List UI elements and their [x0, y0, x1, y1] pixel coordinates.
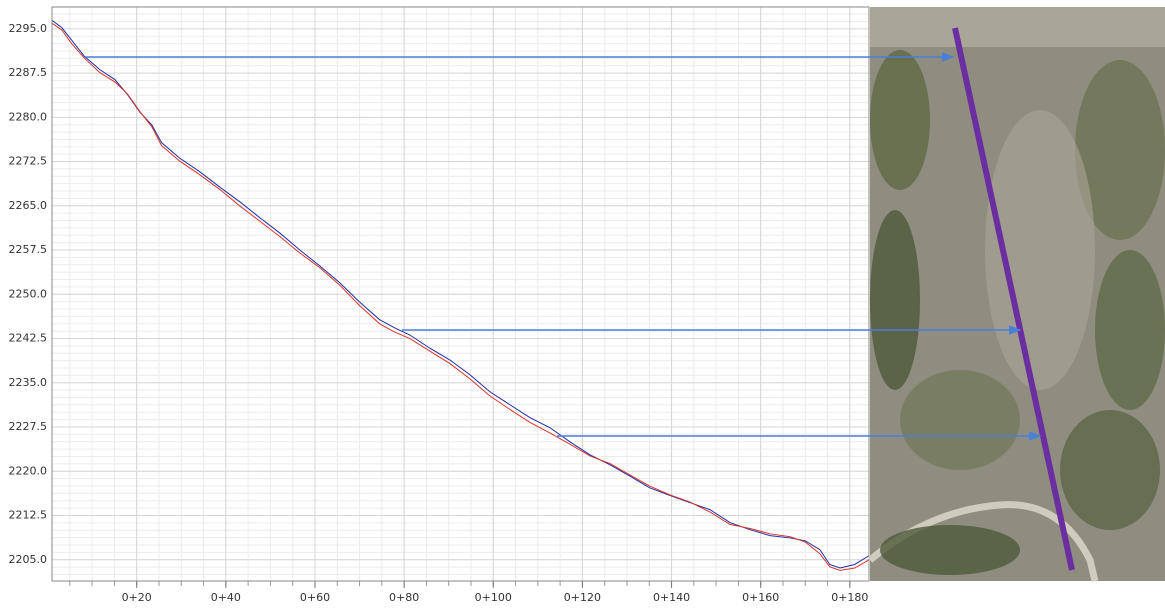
y-tick-label: 2205.0: [9, 553, 48, 566]
vegetation: [1095, 250, 1165, 410]
x-tick-label: 0+20: [122, 591, 152, 604]
image-top: [870, 7, 1165, 47]
grid: [52, 7, 869, 588]
x-tick-label: 0+180: [831, 591, 868, 604]
x-tick-label: 0+80: [389, 591, 419, 604]
page: {"chart_data": {"type": "line", "x": [0.…: [0, 0, 1165, 604]
x-tick-label: 0+140: [653, 591, 690, 604]
vegetation: [900, 370, 1020, 470]
y-tick-label: 2227.5: [9, 420, 48, 433]
y-tick-label: 2295.0: [9, 22, 48, 35]
x-tick-label: 0+120: [564, 591, 601, 604]
vegetation: [880, 525, 1020, 575]
y-tick-label: 2220.0: [9, 464, 48, 477]
y-tick-label: 2257.5: [9, 243, 48, 256]
y-tick-label: 2235.0: [9, 376, 48, 389]
y-tick-label: 2212.5: [9, 509, 48, 522]
x-tick-label: 0+160: [742, 591, 779, 604]
profile-series: [52, 23, 869, 570]
y-tick-label: 2250.0: [9, 287, 48, 300]
y-tick-label: 2287.5: [9, 66, 48, 79]
y-tick-label: 2272.5: [9, 155, 48, 168]
x-tick-label: 0+60: [300, 591, 330, 604]
chart: 2205.0 2212.5 2220.0 2227.5 2235.0 2242.5 2250…: [0, 0, 1165, 604]
aerial-image: [870, 7, 1165, 581]
y-tick-label: 2242.5: [9, 332, 48, 345]
y-tick-label: 2265.0: [9, 199, 48, 212]
x-tick-label: 0+40: [211, 591, 241, 604]
vegetation: [870, 210, 920, 390]
y-tick-label: 2280.0: [9, 110, 48, 123]
vegetation: [870, 50, 930, 190]
x-tick-label: 0+100: [475, 591, 512, 604]
vegetation: [1060, 410, 1160, 530]
